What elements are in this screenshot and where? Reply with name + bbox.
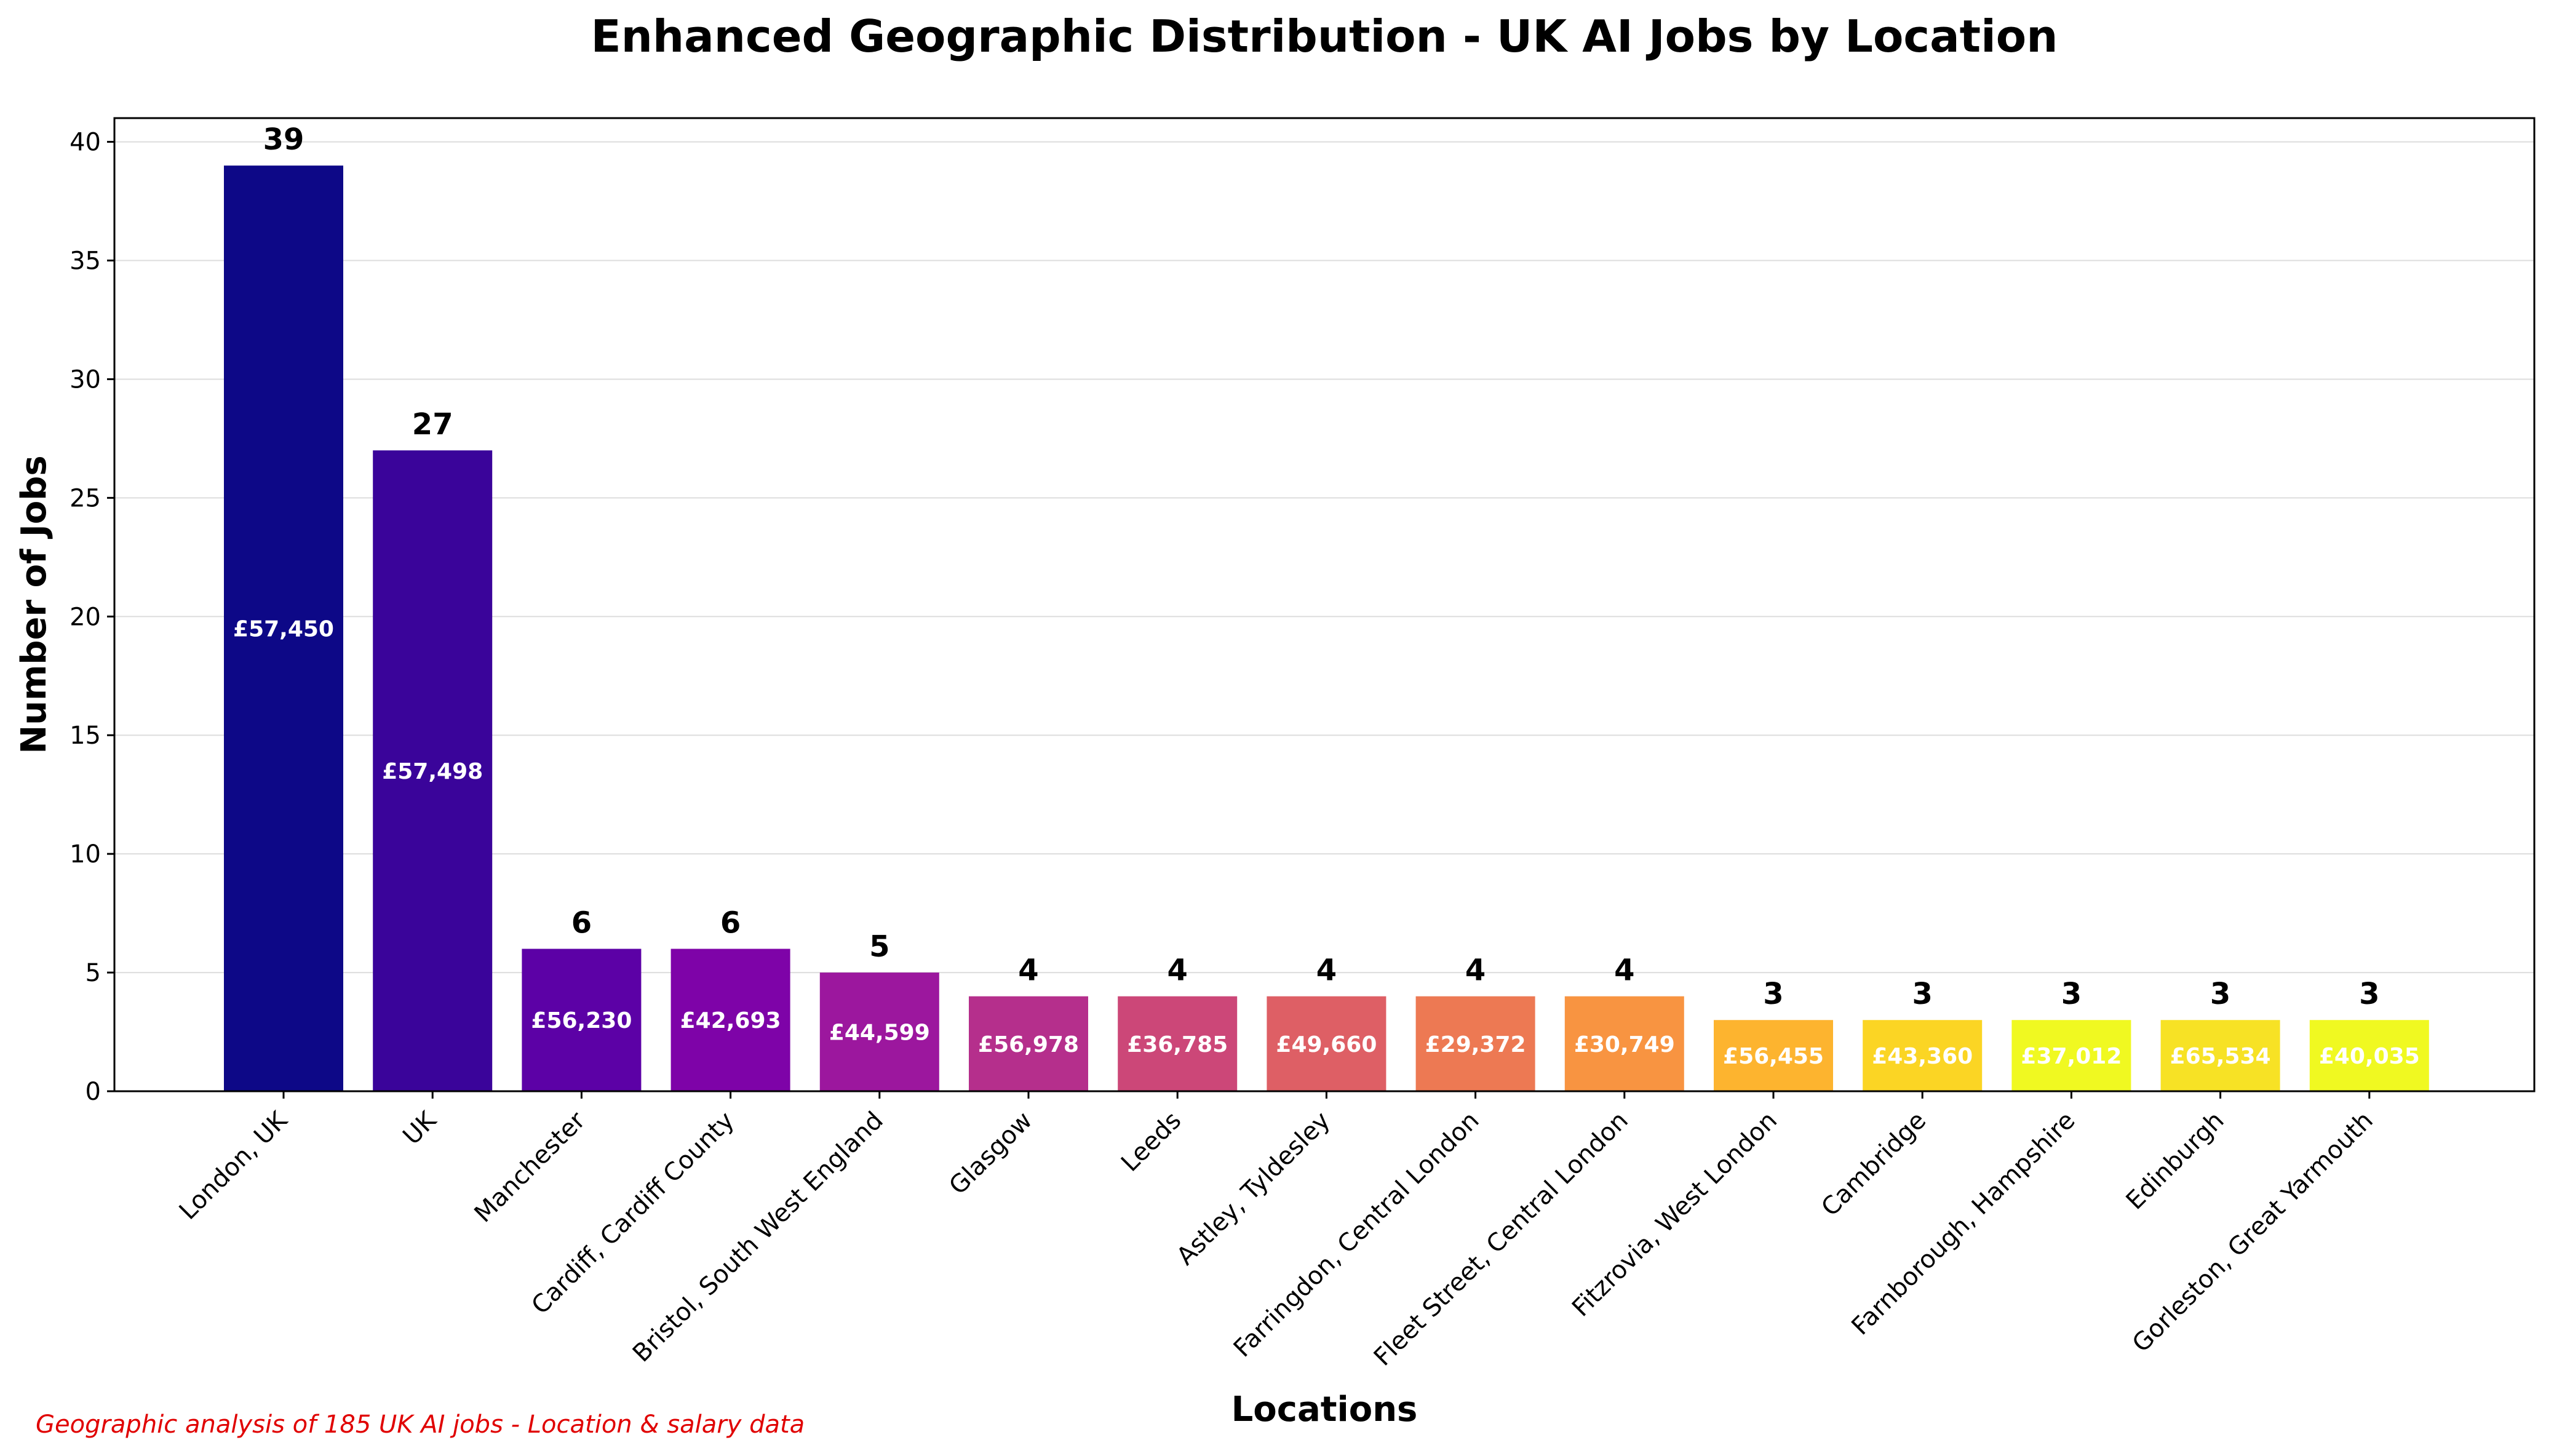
bar <box>1714 1020 1833 1091</box>
bar <box>1863 1020 1983 1091</box>
bar <box>1118 996 1238 1091</box>
gridlines <box>114 141 2534 1092</box>
x-tick-label: Fleet Street, Central London <box>1369 1107 1634 1372</box>
x-tick-label: Manchester <box>469 1106 591 1228</box>
bar-salary-label: £40,035 <box>2319 1044 2420 1069</box>
bar-salary-label: £37,012 <box>2021 1044 2122 1069</box>
bar <box>373 450 493 1092</box>
bar-salary-label: £43,360 <box>1872 1044 1973 1069</box>
bar <box>2011 1020 2131 1091</box>
bar-salary-label: £65,534 <box>2170 1044 2271 1069</box>
y-tick-label: 15 <box>70 722 101 750</box>
bar-value-label: 3 <box>2210 977 2230 1011</box>
x-tick-label: Edinburgh <box>2121 1107 2230 1215</box>
footnote: Geographic analysis of 185 UK AI jobs - … <box>36 1410 805 1439</box>
bar <box>1564 996 1684 1091</box>
y-tick-label: 10 <box>70 840 101 869</box>
bar-salary-label: £56,978 <box>978 1032 1079 1057</box>
bar <box>2160 1020 2280 1091</box>
bar-salary-label: £44,599 <box>829 1020 930 1046</box>
x-tick-label: Astley, Tyldesley <box>1171 1107 1335 1271</box>
bar-salary-label: £56,230 <box>531 1008 632 1033</box>
bar-salary-label: £30,749 <box>1574 1032 1675 1057</box>
chart-title: Enhanced Geographic Distribution - UK AI… <box>591 10 2058 62</box>
bar-value-label: 27 <box>412 407 453 442</box>
y-axis-ticks: 0 5 10 15 20 25 30 35 40 <box>70 129 114 1106</box>
bar <box>2309 1020 2429 1091</box>
y-tick-label: 0 <box>86 1078 101 1106</box>
x-tick-label: Glasgow <box>944 1107 1038 1201</box>
bar <box>1267 996 1386 1091</box>
bar-salary-label: £49,660 <box>1276 1032 1377 1057</box>
y-tick-label: 5 <box>86 959 101 987</box>
bar-salary-label: £57,450 <box>233 617 334 642</box>
bar-value-label: 4 <box>1018 953 1038 988</box>
bar-salary-label: £57,498 <box>382 759 483 784</box>
bar-value-label: 4 <box>1614 953 1634 988</box>
bar <box>819 973 939 1091</box>
x-tick-label: Leeds <box>1116 1107 1187 1177</box>
bar <box>224 165 343 1091</box>
x-axis-label: Locations <box>1231 1390 1418 1430</box>
x-tick-label: Cambridge <box>1816 1107 1931 1222</box>
bar-value-label: 6 <box>720 905 741 940</box>
bar-value-label: 3 <box>2061 977 2082 1011</box>
bar-value-label: 39 <box>263 122 304 157</box>
bar-salary-label: £29,372 <box>1425 1032 1526 1057</box>
x-tick-label: UK <box>397 1105 442 1150</box>
bar <box>1415 996 1535 1091</box>
bar-salary-label: £36,785 <box>1127 1032 1228 1057</box>
bar-value-label: 4 <box>1167 953 1187 988</box>
bar-value-label: 3 <box>2359 977 2379 1011</box>
x-tick-label: Farringdon, Central London <box>1228 1107 1485 1363</box>
x-tick-label: Bristol, South West England <box>627 1107 889 1368</box>
x-tick-label: London, UK <box>174 1105 294 1225</box>
bar <box>969 996 1088 1091</box>
bar-salary-label: £42,693 <box>680 1008 781 1033</box>
bar <box>670 949 790 1091</box>
bar-value-label: 3 <box>1912 977 1932 1011</box>
bar-value-label: 4 <box>1465 953 1486 988</box>
plot-frame <box>113 117 2536 1092</box>
x-tick-label: Gorleston, Great Yarmouth <box>2127 1107 2379 1358</box>
y-tick-label: 25 <box>70 484 101 512</box>
y-tick-label: 35 <box>70 247 101 276</box>
bar-value-label: 6 <box>571 905 592 940</box>
bar-value-label: 3 <box>1763 977 1783 1011</box>
y-tick-label: 30 <box>70 365 101 394</box>
bar <box>522 949 642 1091</box>
y-axis-label: Number of Jobs <box>14 455 54 754</box>
y-tick-label: 20 <box>70 603 101 631</box>
y-tick-label: 40 <box>70 129 101 157</box>
bar-value-label: 5 <box>869 929 889 964</box>
bar-value-label: 4 <box>1316 953 1337 988</box>
bars: 39 £57,450 27 £57,498 6 £56,230 6 £42,693 5 £44,5… <box>224 122 2429 1092</box>
bar-salary-label: £56,455 <box>1723 1044 1824 1069</box>
